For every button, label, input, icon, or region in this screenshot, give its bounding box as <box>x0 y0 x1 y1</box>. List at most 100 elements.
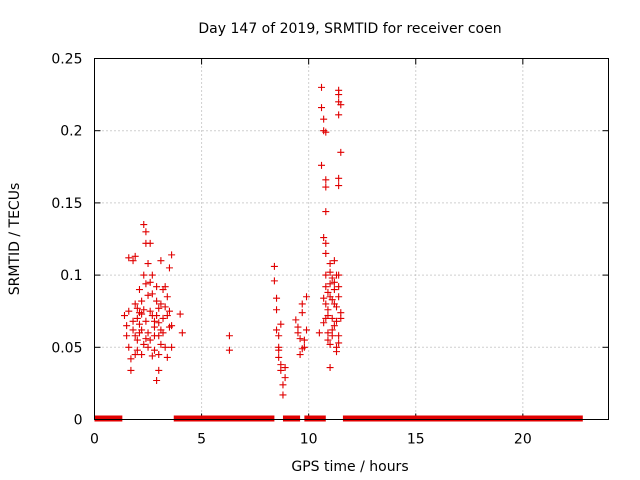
data-point <box>303 326 311 334</box>
data-point <box>131 351 139 359</box>
data-point <box>140 306 148 314</box>
data-point <box>129 257 137 265</box>
data-point <box>318 104 326 112</box>
data-point <box>146 239 154 247</box>
y-tick-label: 0.15 <box>51 196 82 212</box>
gridlines <box>94 58 609 420</box>
data-point <box>333 317 341 325</box>
data-point <box>335 283 343 291</box>
data-point <box>140 221 148 229</box>
data-point <box>326 268 334 276</box>
y-tick-label: 0.2 <box>60 124 82 140</box>
data-point <box>333 303 341 311</box>
data-point <box>333 348 341 356</box>
data-point <box>335 339 343 347</box>
data-point <box>322 183 330 191</box>
data-point <box>326 340 334 348</box>
data-point <box>125 254 133 262</box>
data-point <box>294 329 302 337</box>
data-point <box>131 332 139 340</box>
data-point <box>135 309 143 317</box>
data-point <box>322 208 330 216</box>
x-axis-label: GPS time / hours <box>291 459 408 475</box>
data-point <box>275 353 283 361</box>
data-point <box>324 336 332 344</box>
data-point <box>281 364 289 372</box>
data-point <box>133 346 141 354</box>
y-axis-label: SRMTID / TECUs <box>7 183 23 296</box>
x-tick-label: 5 <box>197 432 206 448</box>
data-point <box>163 312 171 320</box>
data-point <box>135 320 143 328</box>
data-point <box>225 332 233 340</box>
y-tick-label: 0 <box>74 413 83 429</box>
data-point <box>125 343 133 351</box>
data-point <box>273 306 281 314</box>
data-point <box>140 271 148 279</box>
data-point <box>298 309 306 317</box>
data-point <box>322 249 330 257</box>
data-point <box>328 274 336 282</box>
data-point <box>153 297 161 305</box>
data-point <box>318 83 326 91</box>
data-point <box>328 314 336 322</box>
data-point <box>153 312 161 320</box>
data-point <box>281 374 289 382</box>
data-point <box>298 345 306 353</box>
data-point <box>161 343 169 351</box>
data-point <box>142 228 150 236</box>
data-point <box>335 182 343 190</box>
data-point <box>168 251 176 259</box>
data-point <box>335 174 343 182</box>
data-point <box>324 288 332 296</box>
data-point <box>328 296 336 304</box>
y-tick-label: 0.1 <box>60 268 82 284</box>
data-point <box>275 346 283 354</box>
data-point <box>135 286 143 294</box>
data-point <box>168 343 176 351</box>
data-point <box>123 332 131 340</box>
data-point <box>322 239 330 247</box>
data-point <box>148 271 156 279</box>
data-point <box>138 326 146 334</box>
data-point <box>225 346 233 354</box>
data-point <box>296 335 304 343</box>
data-point <box>320 294 328 302</box>
data-point <box>337 101 345 109</box>
data-point <box>165 323 173 331</box>
data-point <box>335 91 343 99</box>
data-point <box>133 304 141 312</box>
data-point <box>163 353 171 361</box>
data-point <box>322 128 330 136</box>
data-point <box>273 326 281 334</box>
data-point <box>277 320 285 328</box>
data-point <box>300 336 308 344</box>
chart-title: Day 147 of 2019, SRMTID for receiver coe… <box>198 21 501 37</box>
data-point <box>157 326 165 334</box>
data-point <box>165 264 173 272</box>
data-point <box>326 280 334 288</box>
data-point <box>322 283 330 291</box>
data-point <box>318 161 326 169</box>
data-point <box>275 332 283 340</box>
data-point <box>279 391 287 399</box>
data-point <box>322 271 330 279</box>
data-point <box>127 366 135 374</box>
data-point <box>161 303 169 311</box>
data-point <box>328 332 336 340</box>
data-point <box>326 364 334 372</box>
data-point <box>144 260 152 268</box>
data-point <box>333 271 341 279</box>
data-point <box>131 252 139 260</box>
data-point <box>163 293 171 301</box>
data-point <box>155 304 163 312</box>
data-point <box>324 312 332 320</box>
data-point <box>176 310 184 318</box>
data-point <box>150 332 158 340</box>
data-point <box>330 322 338 330</box>
data-point <box>322 300 330 308</box>
x-tick-label: 0 <box>90 432 99 448</box>
data-point <box>337 148 345 156</box>
data-point <box>337 314 345 322</box>
data-point <box>142 317 150 325</box>
